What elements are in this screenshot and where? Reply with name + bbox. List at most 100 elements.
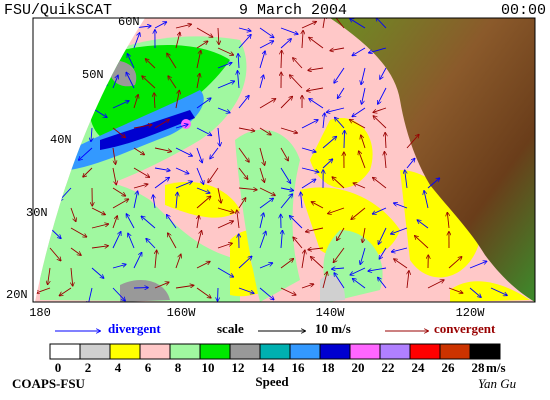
wind-vector <box>70 67 81 75</box>
wind-vector <box>238 27 251 31</box>
wind-vector <box>259 99 275 109</box>
wind-vector <box>359 151 366 169</box>
colorbar-swatch <box>439 343 471 360</box>
wind-vector <box>368 267 387 271</box>
lat-label: 40N <box>50 133 72 147</box>
wind-vector <box>175 181 192 189</box>
header-right: 00:00 <box>501 2 546 19</box>
wind-vector <box>308 248 324 250</box>
lat-label: 60N <box>118 15 140 29</box>
wind-vector <box>36 287 51 293</box>
wind-vector <box>217 63 232 69</box>
colorbar-swatch <box>469 343 501 360</box>
wind-vector <box>154 167 170 171</box>
wind-vector <box>196 41 208 49</box>
wind-vector <box>91 85 107 89</box>
footer-left: COAPS-FSU <box>12 376 86 391</box>
colorbar-swatch <box>349 343 381 360</box>
wind-vector <box>50 207 52 226</box>
wind-vector <box>280 27 298 34</box>
wind-vector <box>167 215 177 229</box>
wind-vector <box>350 267 366 275</box>
wind-vector <box>323 113 325 129</box>
wind-vector <box>196 127 211 135</box>
wind-vector <box>469 261 487 269</box>
colorbar-label: 8 <box>175 360 182 375</box>
wind-vector <box>112 287 125 301</box>
colorbar-swatch <box>139 343 171 360</box>
wind-vector <box>259 287 274 300</box>
wind-vector <box>322 136 336 149</box>
wind-vector <box>112 167 116 185</box>
wind-vector <box>301 120 318 129</box>
wind-vector <box>112 264 126 269</box>
wind-vector <box>79 147 93 160</box>
wind-vector <box>259 27 274 37</box>
wind-vector <box>338 87 345 98</box>
wind-vector <box>380 67 387 79</box>
wind-vector <box>154 147 171 151</box>
colorbar-swatch <box>319 343 351 360</box>
wind-vector <box>352 47 366 56</box>
colorbar-unit: m/s <box>486 360 506 375</box>
wind-vector <box>361 135 366 149</box>
legend-scale: scale <box>217 321 244 336</box>
wind-vector <box>334 273 345 289</box>
wind-vector <box>48 267 51 284</box>
wind-vector <box>196 187 210 193</box>
wind-vector <box>333 247 345 262</box>
wind-vector <box>309 99 324 109</box>
wind-vector <box>196 147 202 163</box>
wind-vector <box>133 184 148 189</box>
wind-vector <box>218 127 220 146</box>
wind-vector <box>70 87 86 97</box>
wind-vector <box>308 68 324 70</box>
wind-vector <box>309 37 324 49</box>
wind-vector <box>306 227 324 232</box>
wind-vector <box>353 279 366 289</box>
wind-vector <box>280 167 290 183</box>
wind-vector <box>312 202 324 209</box>
wind-vector <box>38 145 51 149</box>
wind-vector <box>405 170 408 189</box>
wind-vector <box>378 227 387 244</box>
wind-vector <box>238 127 255 131</box>
lon-label: 180 <box>29 306 51 320</box>
wind-vector <box>175 90 179 109</box>
colorbar-label: 0 <box>55 360 62 375</box>
wind-vector <box>238 287 254 293</box>
wind-vector <box>70 207 76 221</box>
colorbar-swatch <box>409 343 441 360</box>
colorbar-swatch <box>109 343 141 360</box>
wind-vector <box>391 227 408 234</box>
wind-vector <box>301 22 316 29</box>
colorbar-swatch <box>79 343 111 360</box>
wind-vector <box>290 216 303 229</box>
wind-vector <box>142 76 156 89</box>
wind-vector <box>281 231 282 249</box>
wind-vector <box>259 41 273 49</box>
colorbar: 0 2 4 6 8 10 12 14 16 18 20 22 24 26 28 m/s <box>49 343 506 375</box>
colorbar-label: 22 <box>382 360 395 375</box>
wind-vector <box>327 107 345 112</box>
wind-vector <box>301 192 302 209</box>
wind-vector <box>394 203 408 209</box>
wind-vector <box>322 272 327 289</box>
wind-vector <box>35 164 51 169</box>
wind-vector <box>196 98 211 109</box>
wind-vector <box>350 19 366 29</box>
wind-vector <box>447 213 449 229</box>
wind-vector <box>175 147 192 156</box>
wind-vector <box>112 147 116 164</box>
wind-vector <box>290 75 303 89</box>
wind-vector <box>88 287 93 302</box>
wind-vector <box>238 35 251 49</box>
wind-vector <box>238 256 252 269</box>
wind-vector <box>259 231 266 249</box>
wind-vector <box>49 247 61 261</box>
wind-vector <box>112 199 128 209</box>
wind-vector <box>259 167 264 182</box>
wind-vector <box>112 187 125 196</box>
wind-vector <box>217 187 221 203</box>
wind-vector <box>335 118 345 129</box>
